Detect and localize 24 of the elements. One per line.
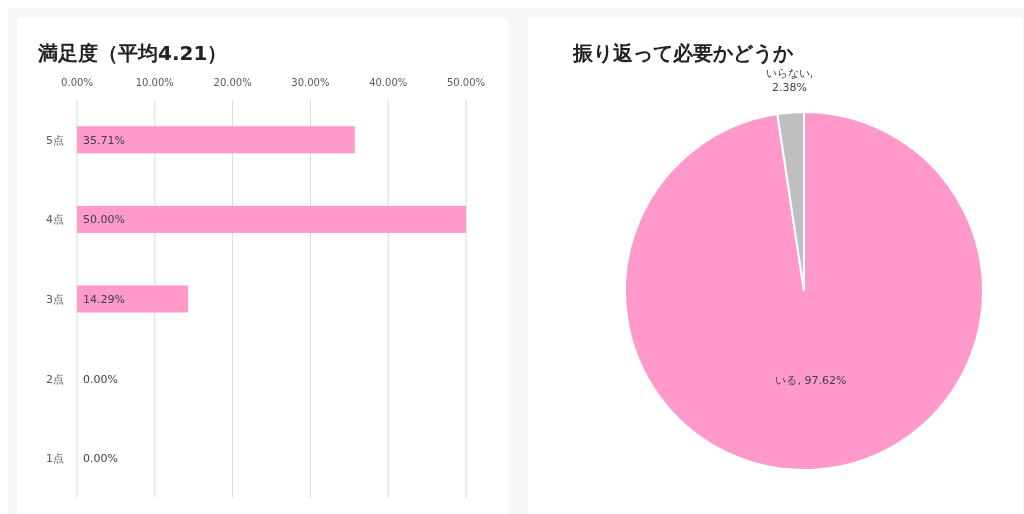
data-label: 0.00% [83, 452, 118, 466]
data-label: 35.71% [83, 133, 125, 147]
y-tick-label: 3点 [46, 293, 64, 306]
bar [77, 205, 466, 233]
bar [77, 285, 189, 313]
data-label: 14.29% [83, 293, 125, 306]
x-tick-label: 40.00% [369, 77, 408, 88]
y-tick-label: 4点 [46, 213, 64, 227]
pie-slice [624, 111, 984, 471]
x-tick-label: 10.00% [135, 77, 174, 88]
chart-title: 満足度（平均4.21） [37, 41, 228, 65]
x-tick-label: 30.00% [291, 77, 330, 88]
slice-label: いらない, 2.38% [765, 66, 814, 94]
x-tick-label: 50.00% [446, 77, 486, 88]
x-tick-label: 0.00% [61, 77, 93, 88]
data-label: 50.00% [83, 213, 125, 227]
bar [77, 126, 355, 154]
y-tick-label: 5点 [46, 133, 64, 147]
slice-label: いる, 97.62% [775, 373, 847, 387]
y-tick-label: 1点 [46, 452, 64, 466]
chart-title: 振り返って必要かどうか [572, 41, 794, 65]
x-tick-label: 20.00% [213, 77, 252, 88]
data-label: 0.00% [83, 372, 118, 386]
y-tick-label: 2点 [46, 372, 64, 386]
